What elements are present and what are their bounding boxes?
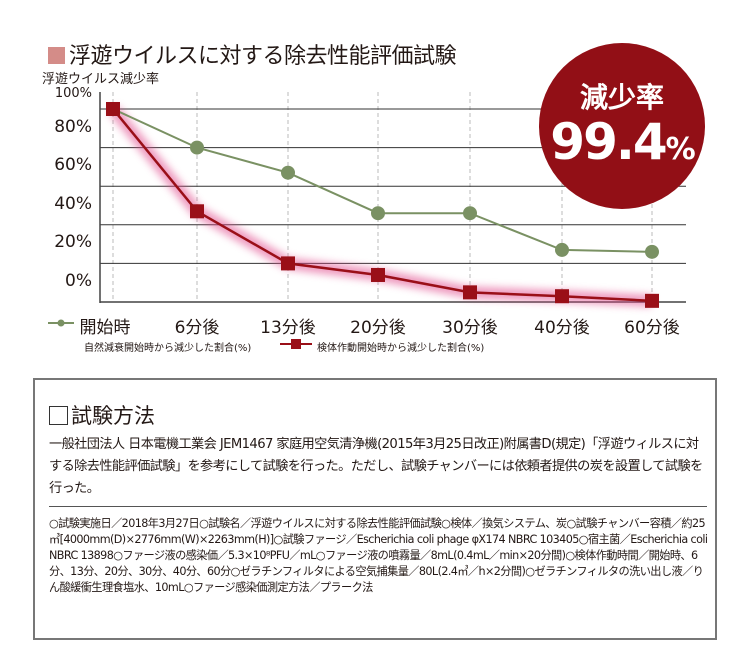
chart-title: 浮遊ウイルスに対する除去性能評価試験 — [48, 38, 457, 70]
method-details: ○試験実施日／2018年3月27日○試験名／浮遊ウイルスに対する除去性能評価試験… — [49, 517, 708, 594]
data-point-device — [371, 267, 385, 282]
data-point-natural — [281, 165, 295, 180]
data-point-natural — [190, 140, 204, 155]
y-axis-label: 浮遊ウイルス減少率 — [42, 72, 160, 87]
x-tick: 6分後 — [174, 318, 220, 338]
data-point-device — [463, 285, 477, 300]
badge-label: 減少率 — [579, 81, 664, 114]
y-tick: 40% — [54, 194, 92, 214]
method-heading-text: 試験方法 — [71, 404, 155, 428]
data-point-device — [281, 256, 295, 271]
data-point-natural — [555, 242, 569, 257]
data-point-natural — [645, 244, 659, 259]
x-tick: 60分後 — [624, 318, 680, 338]
x-tick: 30分後 — [442, 318, 498, 338]
data-point-device — [190, 204, 204, 219]
x-tick: 20分後 — [350, 318, 406, 338]
data-point-natural — [371, 206, 385, 221]
method-description: 一般社団法人 日本電機工業会 JEM1467 家庭用空気清浄機(2015年3月2… — [49, 437, 703, 496]
legend-marker-natural — [57, 319, 65, 327]
heading-square-icon — [49, 406, 68, 425]
y-tick: 80% — [54, 117, 92, 137]
legend-natural: 自然減衰開始時から減少した割合(%) — [84, 343, 252, 354]
data-point-device — [106, 102, 120, 116]
legend-device: 検体作動開始時から減少した割合(%) — [317, 343, 485, 354]
x-tick: 40分後 — [534, 318, 590, 338]
reduction-badge: 減少率 99.4% — [539, 43, 705, 209]
y-tick: 60% — [54, 155, 92, 175]
title-square-icon — [48, 47, 65, 64]
badge-value: 99.4% — [539, 113, 705, 171]
method-heading: 試験方法 — [49, 400, 155, 430]
badge-unit: % — [665, 132, 696, 167]
x-tick: 13分後 — [260, 318, 316, 338]
badge-number: 99.4 — [550, 113, 667, 171]
data-point-device — [555, 289, 569, 304]
legend-marker-device — [291, 339, 301, 349]
title-text: 浮遊ウイルスに対する除去性能評価試験 — [69, 44, 457, 69]
y-tick: 0% — [65, 271, 92, 291]
y-tick: 20% — [54, 232, 92, 252]
data-point-natural — [463, 206, 477, 221]
divider — [49, 506, 707, 507]
test-method-box: 試験方法 一般社団法人 日本電機工業会 JEM1467 家庭用空気清浄機(201… — [33, 378, 717, 640]
y-tick-100: 100% — [54, 86, 92, 101]
x-tick: 開始時 — [79, 318, 131, 338]
data-point-device — [645, 293, 659, 308]
